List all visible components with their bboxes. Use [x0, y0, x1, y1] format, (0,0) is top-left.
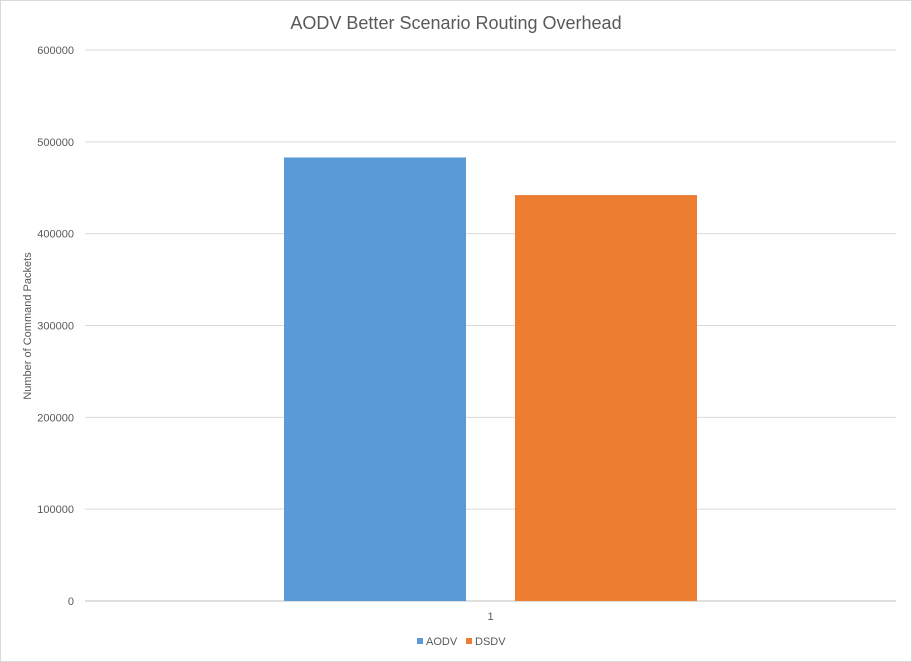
legend-label-dsdv: DSDV — [475, 636, 506, 648]
bars — [284, 157, 697, 601]
x-tick-label: 1 — [487, 611, 493, 623]
y-tick-label: 100000 — [37, 504, 74, 516]
legend: AODV DSDV — [417, 636, 506, 648]
y-tick-label: 200000 — [37, 412, 74, 424]
y-tick-label: 300000 — [37, 321, 74, 333]
chart-title: AODV Better Scenario Routing Overhead — [290, 13, 621, 33]
x-axis-tick-labels: 1 — [487, 611, 493, 623]
y-tick-label: 500000 — [37, 137, 74, 149]
y-axis-tick-labels: 0 100000 200000 300000 400000 500000 600000 — [37, 45, 74, 608]
bar-dsdv — [515, 195, 697, 601]
y-axis-title: Number of Command Packets — [22, 252, 34, 400]
y-tick-label: 0 — [68, 596, 74, 608]
legend-swatch-aodv — [417, 638, 423, 644]
legend-label-aodv: AODV — [426, 636, 458, 648]
bar-aodv — [284, 157, 466, 601]
y-tick-label: 400000 — [37, 229, 74, 241]
gridlines — [85, 49, 896, 602]
y-tick-label: 600000 — [37, 45, 74, 57]
legend-swatch-dsdv — [466, 638, 472, 644]
